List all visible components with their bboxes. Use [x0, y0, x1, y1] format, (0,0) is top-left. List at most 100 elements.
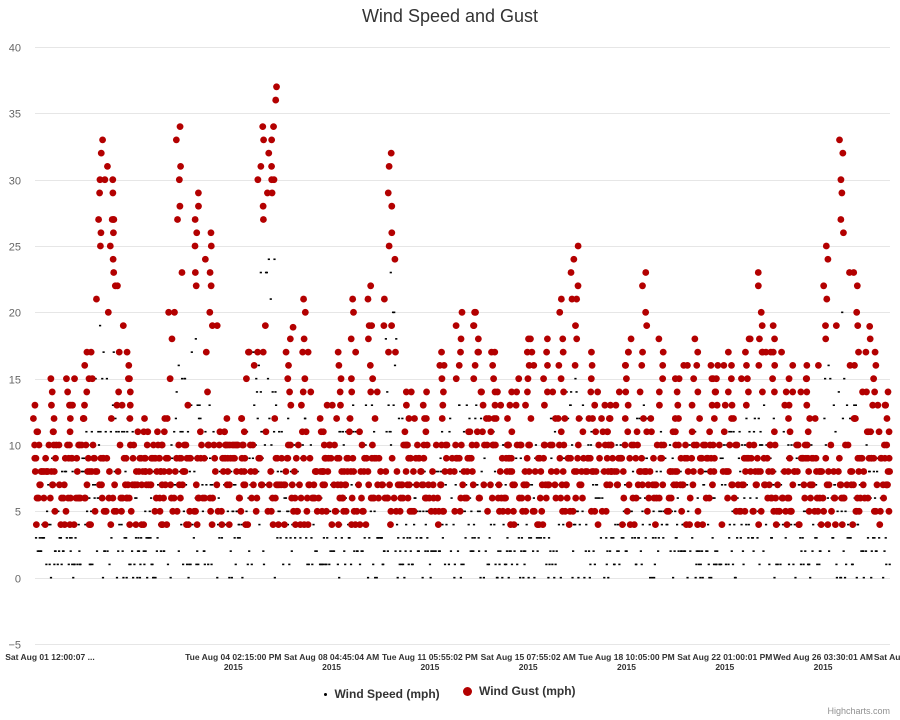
wind-gust-point [327, 454, 335, 462]
wind-gust-point [621, 441, 629, 449]
wind-gust-point [111, 481, 119, 489]
wind-speed-point [851, 563, 854, 566]
wind-speed-point [484, 550, 487, 552]
wind-speed-point [90, 430, 93, 433]
wind-gust-point [109, 255, 117, 263]
wind-gust-point [244, 521, 252, 528]
wind-speed-point [752, 550, 755, 552]
wind-gust-point [522, 507, 530, 515]
wind-gust-point [226, 481, 233, 489]
legend-item-wind-speed[interactable]: Wind Speed (mph) [324, 687, 440, 701]
wind-gust-point [175, 441, 183, 449]
wind-speed-point [662, 537, 665, 539]
wind-speed-point [842, 550, 845, 552]
wind-speed-point [840, 510, 843, 513]
wind-gust-point [367, 388, 375, 396]
wind-gust-point [747, 454, 755, 462]
wind-gust-point [747, 468, 754, 475]
wind-gust-point [392, 348, 399, 356]
wind-speed-point [180, 377, 184, 380]
wind-speed-point [441, 523, 444, 526]
wind-gust-point [204, 388, 211, 396]
x-tick-label: Tue Aug 11 05:55:02 PM [382, 652, 478, 662]
wind-speed-point [841, 311, 844, 314]
wind-speed-point [472, 523, 476, 526]
wind-gust-point [358, 494, 365, 502]
wind-gust-point [48, 401, 55, 409]
wind-gust-point [184, 401, 192, 409]
wind-gust-point [398, 481, 406, 489]
wind-gust-point [393, 468, 401, 475]
wind-gust-point [319, 468, 327, 475]
wind-gust-point [434, 494, 442, 502]
wind-gust-point [859, 481, 867, 489]
legend-item-wind-gust[interactable]: Wind Gust (mph) [463, 684, 576, 698]
wind-speed-point [268, 417, 271, 420]
wind-speed-point [453, 576, 456, 579]
wind-gust-point [223, 415, 231, 422]
wind-gust-point [694, 348, 702, 356]
wind-speed-point [212, 430, 215, 433]
wind-gust-point [656, 401, 663, 409]
wind-gust-point [163, 415, 171, 422]
wind-speed-point [645, 457, 648, 460]
credits-link[interactable]: Highcharts.com [827, 706, 890, 716]
wind-speed-point [234, 563, 237, 566]
wind-speed-point [306, 563, 309, 566]
wind-gust-point [822, 322, 829, 329]
wind-gust-point [452, 441, 459, 449]
wind-speed-point [136, 576, 139, 579]
wind-gust-point [109, 494, 117, 502]
wind-speed-point [809, 576, 812, 579]
wind-gust-point [82, 441, 90, 449]
wind-gust-point [291, 468, 298, 475]
wind-speed-point [772, 417, 775, 420]
wind-speed-point [246, 563, 249, 566]
wind-speed-point [112, 351, 115, 353]
wind-gust-point [282, 348, 290, 356]
wind-speed-point [190, 351, 193, 353]
wind-speed-point [282, 563, 285, 566]
wind-gust-point [569, 507, 577, 515]
wind-gust-point [643, 322, 651, 329]
wind-speed-point [255, 377, 258, 380]
wind-speed-point [248, 550, 251, 552]
wind-gust-point [52, 454, 59, 462]
wind-speed-point [229, 550, 232, 552]
wind-gust-point [261, 322, 269, 329]
wind-speed-point [675, 537, 678, 539]
wind-gust-point [473, 428, 481, 436]
wind-speed-point [197, 563, 200, 566]
wind-gust-point [658, 454, 666, 462]
wind-gust-point [480, 481, 488, 489]
wind-speed-point [577, 576, 580, 579]
wind-gust-point [85, 375, 93, 383]
wind-speed-point [110, 537, 113, 539]
wind-speed-point [257, 364, 260, 367]
wind-gust-point [337, 375, 345, 383]
wind-gust-point [208, 521, 216, 528]
wind-speed-point [159, 550, 163, 552]
wind-gust-point [267, 468, 275, 475]
wind-speed-point [322, 563, 325, 566]
wind-speed-point [40, 550, 43, 552]
wind-gust-point [177, 163, 184, 170]
wind-speed-point [871, 537, 875, 539]
y-tick-label: 35 [9, 109, 21, 121]
wind-speed-point [47, 523, 51, 526]
wind-speed-point [322, 537, 326, 539]
wind-gust-point [470, 375, 478, 383]
wind-speed-point [705, 470, 708, 473]
wind-speed-point [458, 404, 461, 406]
wind-speed-point [640, 563, 643, 566]
wind-gust-point [201, 255, 209, 263]
wind-speed-point [699, 563, 702, 566]
wind-gust-point [388, 202, 396, 210]
wind-gust-point [463, 494, 471, 502]
wind-speed-point [218, 537, 221, 539]
wind-speed-point [747, 523, 750, 526]
wind-gust-point [387, 521, 394, 528]
wind-speed-point [426, 550, 429, 552]
wind-speed-point [655, 470, 658, 473]
wind-speed-point [742, 563, 745, 566]
